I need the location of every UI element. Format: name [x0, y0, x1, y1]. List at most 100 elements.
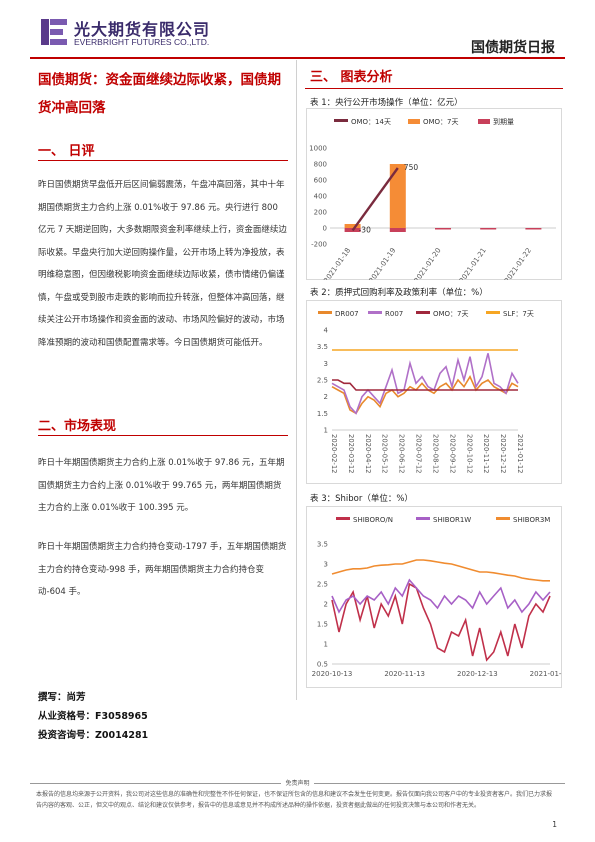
- report-title: 国债期货：资金面继续边际收紧，国债期货冲高回落: [38, 72, 281, 116]
- legend-swatch: [496, 517, 510, 520]
- bar-maturity: [480, 228, 497, 230]
- legend-label: OMO：14天: [351, 118, 391, 126]
- disclaimer-title: 免责声明: [281, 780, 314, 787]
- y-tick-label: 2: [324, 393, 328, 401]
- legend-label: SHIBOR3M: [513, 516, 550, 524]
- y-tick-label: -200: [311, 241, 327, 249]
- legend-swatch: [368, 311, 382, 314]
- series-line: [331, 559, 550, 582]
- author-block: 撰写：尚芳 从业资格号：F3058965 投资咨询号：Z0014281: [38, 688, 148, 745]
- x-tick-label: 2021-01-21: [458, 247, 488, 280]
- legend-label: OMO：7天: [433, 310, 469, 318]
- figure1-caption: 表 1：央行公开市场操作（单位：亿元）: [310, 98, 463, 108]
- x-tick-label: 2020-04-12: [364, 434, 372, 474]
- header-divider: [30, 57, 565, 59]
- data-label: -30: [359, 225, 371, 234]
- x-tick-label: 2020-12-13: [457, 670, 498, 678]
- legend-label: DR007: [335, 310, 359, 318]
- data-label: 750: [404, 163, 419, 172]
- author-cert: 从业资格号：F3058965: [38, 711, 148, 722]
- y-tick-label: 3: [324, 360, 328, 368]
- section-heading-charts: 三、 图表分析: [310, 70, 393, 85]
- column-divider: [296, 60, 297, 700]
- section-divider: [38, 435, 288, 436]
- x-tick-label: 2021-01-12: [516, 434, 524, 474]
- figure3-frame: [306, 506, 562, 688]
- y-tick-label: 0.5: [317, 661, 328, 669]
- y-tick-label: 3.5: [317, 541, 328, 549]
- legend-swatch: [334, 119, 348, 122]
- x-tick-label: 2020-11-13: [384, 670, 425, 678]
- x-tick-label: 2020-10-12: [465, 434, 473, 474]
- chart-shibor: SHIBORO/N SHIBOR1W SHIBOR3M 3.5 3 2.5 2 1.5 1 0.5…: [312, 516, 562, 678]
- report-type-title: 国债期货日报: [471, 40, 555, 56]
- bar-maturity: [435, 228, 451, 230]
- legend-label: OMO：7天: [423, 118, 459, 126]
- figure3-caption: 表 3：Shibor（单位：%）: [310, 494, 413, 504]
- legend-swatch: [336, 517, 350, 520]
- section-divider: [38, 160, 288, 161]
- y-tick-label: 0: [323, 225, 327, 233]
- legend-label: SLF：7天: [503, 310, 534, 318]
- figure2-caption: 表 2：质押式回购利率及政策利率（单位：%）: [310, 288, 488, 298]
- bar-omo7: [344, 224, 361, 228]
- x-tick-label: 2020-11-12: [482, 434, 490, 474]
- section-heading-daily-review: 一、 日评: [38, 144, 95, 159]
- company-name-en: EVERBRIGHT FUTURES CO.,LTD.: [74, 37, 210, 47]
- section-divider: [305, 88, 563, 89]
- x-tick-label: 2021-01-18: [322, 247, 352, 280]
- y-tick-label: 200: [314, 209, 327, 217]
- market-paragraph-price: 昨日十年期国债期货主力合约上涨 0.01%收于 97.86 元，五年期国债期货主…: [38, 458, 285, 513]
- y-tick-label: 2.5: [317, 377, 328, 385]
- bar-omo7: [389, 164, 406, 228]
- x-tick-label: 2021-01-13: [530, 670, 562, 678]
- y-tick-label: 1: [324, 427, 328, 435]
- x-tick-label: 2020-05-12: [381, 434, 389, 474]
- legend-swatch: [486, 311, 500, 314]
- bar-maturity: [389, 228, 406, 232]
- chart-open-market-operations: OMO：14天 OMO：7天 到期量10008006004002000-200202…: [309, 118, 556, 280]
- market-paragraph-position: 昨日十年期国债期货主力合约持仓变动-1797 手，五年期国债期货主力合约持仓变动…: [38, 542, 287, 597]
- legend-swatch: [408, 119, 420, 124]
- x-tick-label: 2021-01-19: [368, 247, 398, 280]
- series-line: [332, 379, 518, 391]
- disclaimer-title-wrap: 免责声明: [0, 778, 595, 787]
- logo-mark-icon: [38, 16, 70, 48]
- legend-label: R007: [385, 310, 403, 318]
- series-line: [331, 374, 519, 415]
- y-tick-label: 400: [314, 193, 327, 201]
- company-name-cn: 光大期货有限公司: [74, 20, 211, 39]
- x-tick-label: 2020-08-12: [431, 434, 439, 474]
- y-tick-label: 800: [314, 161, 327, 169]
- y-tick-label: 2.5: [317, 581, 328, 589]
- legend-swatch: [318, 311, 332, 314]
- series-line: [331, 582, 551, 662]
- legend-label: SHIBOR1W: [433, 516, 471, 524]
- author-advisor-number: 投资咨询号：Z0014281: [38, 730, 149, 741]
- y-tick-label: 1000: [309, 145, 327, 153]
- legend-label: 到期量: [493, 118, 514, 126]
- line-omo14: [351, 167, 399, 232]
- company-logo: 光大期货有限公司 EVERBRIGHT FUTURES CO.,LTD.: [38, 16, 218, 50]
- y-tick-label: 4: [324, 327, 329, 335]
- daily-review-paragraph: 昨日国债期货早盘低开后区间偏弱震荡，午盘冲高回落，其中十年期国债期货主力合约上涨…: [38, 180, 287, 348]
- y-tick-label: 1.5: [317, 410, 328, 418]
- series-line: [331, 353, 519, 415]
- y-tick-label: 3.5: [317, 343, 328, 351]
- x-tick-label: 2020-07-12: [415, 434, 423, 474]
- x-tick-label: 2020-09-12: [448, 434, 456, 474]
- legend-swatch: [416, 311, 430, 314]
- legend-swatch: [416, 517, 430, 520]
- author-name: 撰写：尚芳: [38, 692, 86, 703]
- y-tick-label: 2: [324, 601, 328, 609]
- legend-label: SHIBORO/N: [353, 516, 393, 524]
- x-tick-label: 2021-01-22: [503, 247, 533, 280]
- legend-swatch: [478, 119, 490, 124]
- y-tick-label: 1: [324, 641, 328, 649]
- bar-maturity: [525, 228, 542, 230]
- y-tick-label: 3: [324, 561, 328, 569]
- x-tick-label: 2020-03-12: [347, 434, 355, 474]
- figure1-frame: [306, 108, 562, 280]
- chart-repo-rates: DR007 R007 OMO：7天 SLF：7天 4 3.5 3 2.5 2 1.5 1 2020-0…: [317, 310, 534, 474]
- page-number: 1: [552, 820, 557, 829]
